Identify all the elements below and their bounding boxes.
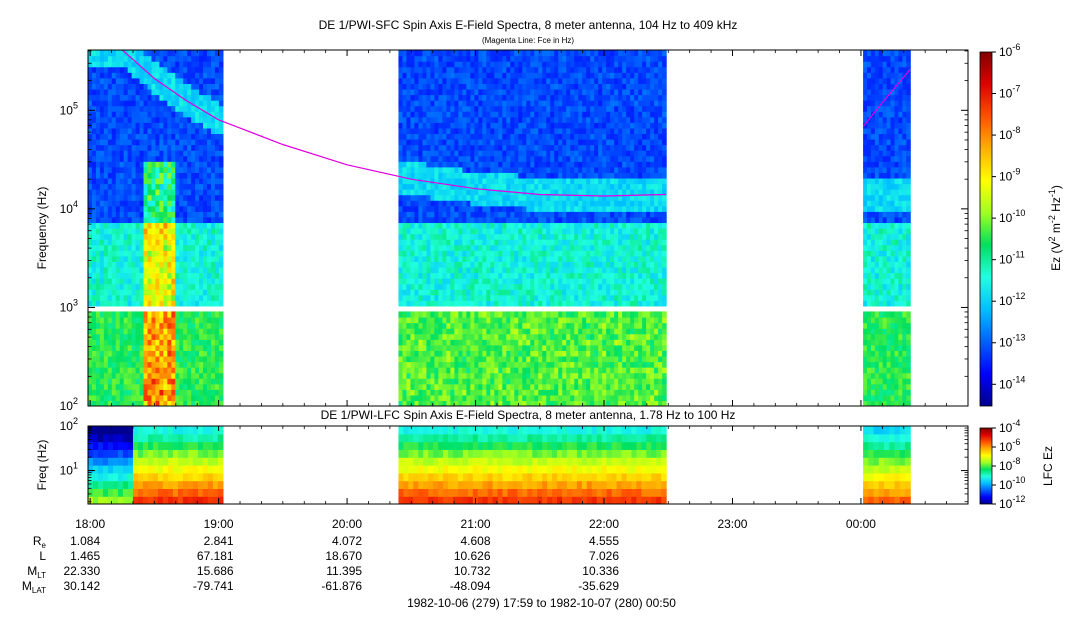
ephemeris-row-label: L <box>39 549 46 563</box>
bottom-colorbar-tick: 10-10 <box>999 475 1025 492</box>
x-tick-label: 21:00 <box>461 517 491 531</box>
ephemeris-value: 15.686 <box>197 564 234 578</box>
top-colorbar-tick: 10-11 <box>999 250 1025 267</box>
top-colorbar-tick: 10-10 <box>999 208 1025 225</box>
x-tick-label: 20:00 <box>332 517 362 531</box>
top-y-axis-label: Frequency (Hz) <box>35 187 49 270</box>
bottom-colorbar-tick: 10-8 <box>999 456 1020 473</box>
ephemeris-value: 10.336 <box>582 564 619 578</box>
ephemeris-value: 4.072 <box>332 534 362 548</box>
x-tick-label: 22:00 <box>589 517 619 531</box>
top-y-tick-label: 105 <box>60 100 78 117</box>
top-colorbar-tick: 10-7 <box>999 84 1020 101</box>
bottom-y-tick-label: 102 <box>60 416 78 433</box>
ephemeris-row-label: Re <box>33 534 47 550</box>
top-colorbar: 10-6 10-7 10-8 10-9 10-10 10-11 10-12 10-13 10-1… <box>979 42 1025 407</box>
bottom-y-axis-label: Freq (Hz) <box>35 440 49 491</box>
top-colorbar-tick: 10-9 <box>999 167 1020 184</box>
ephemeris-value: 10.626 <box>454 549 491 563</box>
x-tick-label: 23:00 <box>717 517 747 531</box>
top-colorbar-label: Ez (V2 m-2 Hz-1) <box>1047 185 1063 271</box>
ephemeris-value: 10.732 <box>454 564 491 578</box>
x-tick-label: 00:00 <box>846 517 876 531</box>
ephemeris-value: 1.465 <box>70 549 100 563</box>
time-axis: 18:00 19:00 20:00 21:00 22:00 23:00 00:00 <box>75 50 969 531</box>
ephemeris-value: 22.330 <box>63 564 100 578</box>
fce-line-segment-2 <box>862 69 911 128</box>
bottom-colorbar-label: LFC Ez <box>1041 446 1055 486</box>
ephemeris-value: 4.555 <box>589 534 619 548</box>
time-range-footer: 1982-10-06 (279) 17:59 to 1982-10-07 (28… <box>407 596 676 610</box>
top-colorbar-tick: 10-14 <box>999 374 1025 391</box>
top-colorbar-tick: 10-13 <box>999 333 1025 350</box>
x-tick-label: 19:00 <box>204 517 234 531</box>
ephemeris-value: 18.670 <box>325 549 362 563</box>
ephemeris-value: 30.142 <box>63 579 100 593</box>
top-y-tick-label: 102 <box>60 396 78 413</box>
ephemeris-value: -35.629 <box>578 579 619 593</box>
x-tick-label: 18:00 <box>75 517 105 531</box>
top-panel-title: DE 1/PWI-SFC Spin Axis E-Field Spectra, … <box>319 18 738 32</box>
bottom-colorbar: 10-4 10-6 10-8 10-10 10-12 <box>979 418 1025 511</box>
ephemeris-value: -48.094 <box>450 579 491 593</box>
bottom-colorbar-tick: 10-12 <box>999 494 1025 511</box>
ephemeris-row-label: MLT <box>27 564 46 580</box>
bottom-colorbar-tick: 10-6 <box>999 437 1020 454</box>
ephemeris-value: -79.741 <box>193 579 234 593</box>
top-y-tick-label: 104 <box>60 199 78 216</box>
top-colorbar-tick: 10-6 <box>999 42 1020 59</box>
top-colorbar-tick: 10-8 <box>999 125 1020 142</box>
ephemeris-value: -61.876 <box>321 579 362 593</box>
ephemeris-value: 4.608 <box>461 534 491 548</box>
ephemeris-value: 11.395 <box>326 564 362 578</box>
bottom-panel-plot: 101 102 <box>60 416 969 505</box>
bottom-colorbar-tick: 10-4 <box>999 418 1020 435</box>
ephemeris-row-label: MLAT <box>22 579 46 595</box>
top-colorbar-tick: 10-12 <box>999 291 1025 308</box>
fce-line <box>121 50 667 197</box>
ephemeris-value: 7.026 <box>589 549 619 563</box>
ephemeris-value: 2.841 <box>204 534 234 548</box>
ephemeris-value: 67.181 <box>197 549 234 563</box>
top-panel-subtitle: (Magenta Line: Fce in Hz) <box>482 36 574 45</box>
bottom-panel-title: DE 1/PWI-LFC Spin Axis E-Field Spectra, … <box>321 408 736 422</box>
ephemeris-value: 1.084 <box>70 534 100 548</box>
bottom-y-tick-label: 101 <box>60 461 78 478</box>
top-y-tick-label: 103 <box>60 297 78 314</box>
top-panel-plot: 102 103 104 105 <box>60 49 969 413</box>
